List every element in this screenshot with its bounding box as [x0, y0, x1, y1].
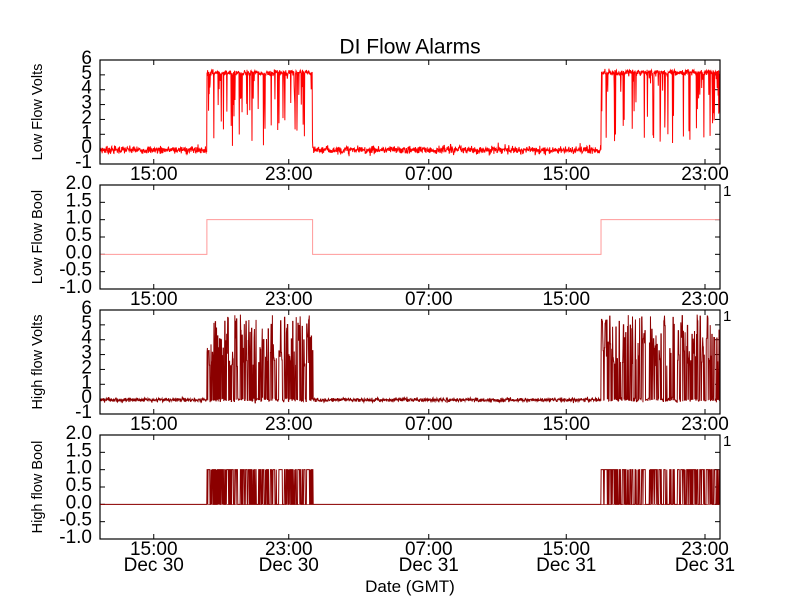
- svg-text:Dec 31: Dec 31: [536, 555, 596, 576]
- svg-text:15:00: 15:00: [130, 164, 178, 185]
- svg-text:Dec 31: Dec 31: [675, 555, 735, 576]
- svg-text:15:00: 15:00: [130, 289, 178, 310]
- svg-text:Dec 31: Dec 31: [399, 555, 459, 576]
- svg-text:23:00: 23:00: [265, 414, 313, 435]
- svg-text:23:00: 23:00: [265, 289, 313, 310]
- svg-text:15:00: 15:00: [130, 414, 178, 435]
- svg-text:23:00: 23:00: [681, 164, 729, 185]
- svg-text:Dec 30: Dec 30: [259, 555, 319, 576]
- svg-text:07:00: 07:00: [405, 164, 453, 185]
- svg-text:1: 1: [723, 308, 731, 325]
- svg-text:23:00: 23:00: [681, 414, 729, 435]
- svg-text:1: 1: [723, 183, 731, 200]
- svg-text:23:00: 23:00: [265, 164, 313, 185]
- svg-text:DI Flow Alarms: DI Flow Alarms: [339, 36, 480, 59]
- svg-text:-1.0: -1.0: [59, 277, 92, 298]
- svg-text:15:00: 15:00: [542, 289, 590, 310]
- svg-text:High flow Volts: High flow Volts: [30, 314, 46, 409]
- svg-text:Low Flow Volts: Low Flow Volts: [30, 64, 46, 161]
- svg-text:High flow Bool: High flow Bool: [30, 441, 46, 534]
- svg-text:Low Flow Bool: Low Flow Bool: [30, 190, 46, 284]
- svg-text:07:00: 07:00: [405, 414, 453, 435]
- svg-text:07:00: 07:00: [405, 289, 453, 310]
- svg-text:Dec 30: Dec 30: [124, 555, 184, 576]
- svg-text:15:00: 15:00: [542, 414, 590, 435]
- svg-text:-1.0: -1.0: [59, 527, 92, 548]
- svg-text:-1: -1: [75, 402, 92, 423]
- svg-text:Date (GMT): Date (GMT): [365, 577, 455, 596]
- svg-text:15:00: 15:00: [542, 164, 590, 185]
- svg-text:1: 1: [723, 433, 731, 450]
- svg-text:-1: -1: [75, 152, 92, 173]
- svg-text:23:00: 23:00: [681, 289, 729, 310]
